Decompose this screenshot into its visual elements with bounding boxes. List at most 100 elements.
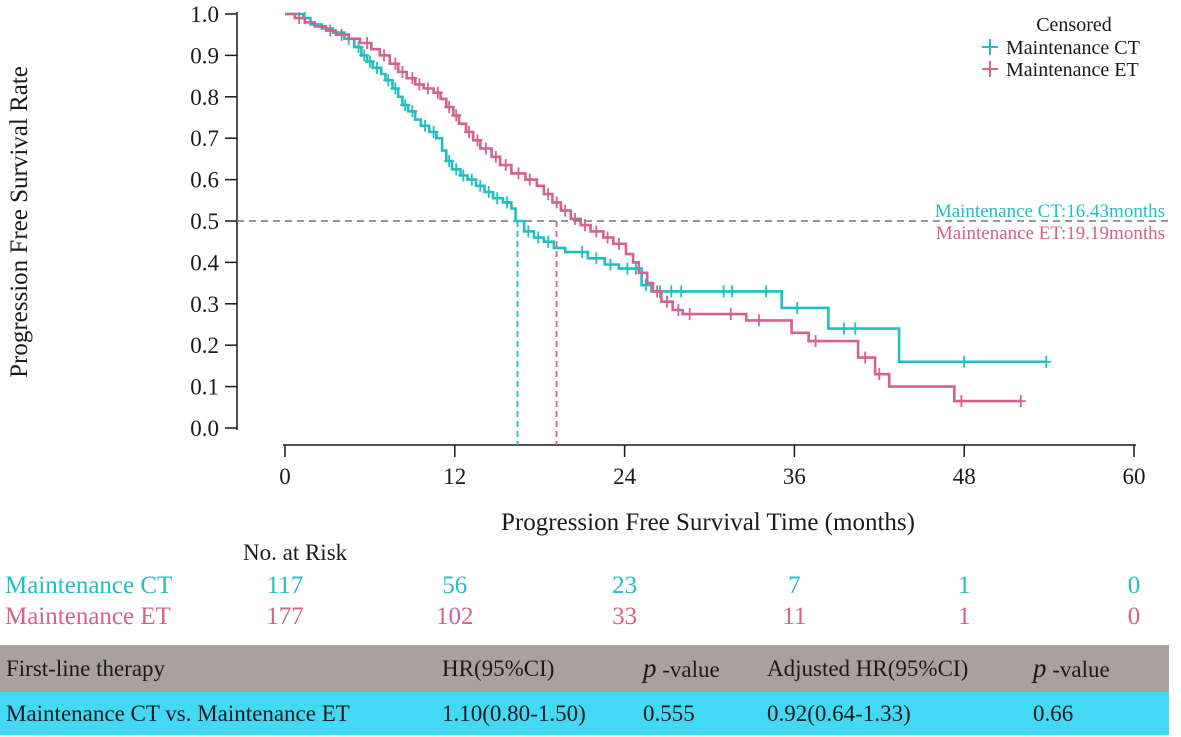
censor-mark-ct	[466, 173, 477, 186]
censor-mark-ct	[666, 285, 677, 298]
censor-mark-et	[414, 78, 425, 91]
x-tick-label: 60	[1123, 464, 1146, 489]
y-tick-label: 0.4	[190, 250, 219, 275]
censor-mark-ct	[640, 279, 651, 292]
censor-mark-ct	[458, 169, 469, 182]
censor-mark-ct	[676, 285, 687, 298]
risk-value: 0	[1127, 603, 1141, 630]
row-p-value: 0.555	[643, 700, 695, 726]
censor-mark-ct	[492, 192, 503, 205]
censor-mark-et	[294, 12, 305, 25]
censor-mark-et	[662, 295, 673, 308]
censor-mark-et	[1015, 395, 1026, 408]
y-tick-label: 0.6	[190, 168, 219, 193]
censor-mark-ct	[1041, 355, 1052, 368]
censor-mark-ct	[533, 231, 544, 244]
censor-mark-et	[472, 134, 483, 147]
hr-table: First-line therapy HR(95%CI) p -value Ad…	[0, 645, 1169, 735]
censor-mark-et	[570, 212, 581, 225]
legend-label-et: Maintenance ET	[1006, 59, 1139, 81]
x-tick-label: 12	[443, 464, 466, 489]
censor-mark-et	[336, 28, 347, 41]
legend-label-ct: Maintenance CT	[1006, 37, 1140, 59]
censor-mark-ct	[523, 225, 534, 238]
censor-mark-et	[956, 395, 967, 408]
censor-mark-et	[432, 86, 443, 99]
p2-rest: -value	[1046, 657, 1110, 682]
y-tick-label: 0.0	[190, 416, 219, 441]
censor-mark-et	[860, 351, 871, 364]
risk-value: 11	[782, 603, 807, 630]
censor-mark-et	[490, 150, 501, 163]
hr-table-header: First-line therapy HR(95%CI) p -value Ad…	[0, 645, 1169, 692]
risk-table-title: No. at Risk	[243, 540, 348, 565]
censor-mark-ct	[451, 163, 462, 176]
survival-curves	[285, 12, 1052, 445]
censor-mark-et	[754, 314, 765, 327]
censor-mark-et	[325, 24, 336, 37]
censor-mark-et	[684, 308, 695, 321]
censor-mark-et	[810, 335, 821, 348]
censor-mark-ct	[475, 179, 486, 192]
row-therapy: Maintenance CT vs. Maintenance ET	[6, 700, 350, 726]
y-tick-label: 1.0	[190, 2, 219, 27]
censor-mark-ct	[383, 74, 394, 87]
censor-mark-ct	[577, 246, 588, 259]
censor-mark-et	[390, 57, 401, 70]
risk-value: 23	[612, 572, 638, 599]
censor-mark-et	[513, 167, 524, 180]
censor-mark-et	[560, 204, 571, 217]
censor-mark-et	[463, 125, 474, 138]
censor-mark-ct	[959, 355, 970, 368]
risk-value: 33	[612, 603, 638, 630]
row-hr: 1.10(0.80-1.50)	[442, 700, 586, 726]
risk-value: 177	[266, 603, 304, 630]
row-adjusted-hr: 0.92(0.64-1.33)	[767, 700, 911, 726]
censor-mark-et	[551, 196, 562, 209]
x-tick-label: 48	[953, 464, 976, 489]
risk-value: 117	[266, 572, 304, 599]
censor-mark-ct	[727, 285, 738, 298]
censor-mark-ct	[428, 125, 439, 138]
censor-mark-ct	[359, 49, 370, 62]
censor-mark-et	[602, 231, 613, 244]
censor-mark-ct	[483, 186, 494, 199]
censor-mark-ct	[371, 61, 382, 74]
censor-mark-et	[362, 36, 373, 49]
x-tick-label: 36	[783, 464, 806, 489]
censor-mark-et	[591, 225, 602, 238]
censor-mark-et	[579, 219, 590, 232]
censor-mark-ct	[364, 55, 375, 68]
risk-value: 102	[436, 603, 474, 630]
censor-mark-et	[444, 101, 455, 114]
censor-mark-ct	[420, 119, 431, 132]
censor-mark-et	[480, 142, 491, 155]
header-adjusted-hr: Adjusted HR(95%CI)	[767, 655, 969, 681]
header-p-value-2: p -value	[1027, 645, 1169, 692]
y-tick-label: 0.2	[190, 333, 219, 358]
censor-mark-et	[543, 188, 554, 201]
p2-italic: p	[1033, 653, 1047, 683]
x-tick-label: 24	[613, 464, 637, 489]
censor-mark-ct	[407, 105, 418, 118]
censor-mark-ct	[850, 322, 861, 335]
risk-value: 1	[957, 603, 971, 630]
legend-marker-et	[982, 61, 998, 77]
risk-value: 0	[1127, 572, 1141, 599]
axes: 0.0 0.1 0.2 0.3 0.4 0.5 0.6 0.7 0.8 0.9 1.0 0 12 24 36…	[6, 2, 1146, 536]
km-chart: 0.0 0.1 0.2 0.3 0.4 0.5 0.6 0.7 0.8 0.9 1.0 0 12 24 36…	[6, 2, 1172, 536]
censor-mark-ct	[400, 99, 411, 112]
censor-mark-ct	[622, 262, 633, 275]
y-tick-label: 0.3	[190, 292, 219, 317]
header-therapy: First-line therapy	[6, 655, 166, 681]
censor-mark-ct	[761, 285, 772, 298]
legend-marker-ct	[982, 39, 998, 55]
x-tick-label: 0	[279, 464, 291, 489]
censor-mark-et	[500, 159, 511, 172]
median-annotation-et: Maintenance ET:19.19months	[936, 223, 1165, 244]
median-annotation-ct: Maintenance CT:16.43months	[935, 201, 1165, 222]
censor-mark-ct	[838, 322, 849, 335]
header-p-value: p -value	[637, 645, 761, 692]
y-tick-label: 0.1	[190, 375, 219, 400]
